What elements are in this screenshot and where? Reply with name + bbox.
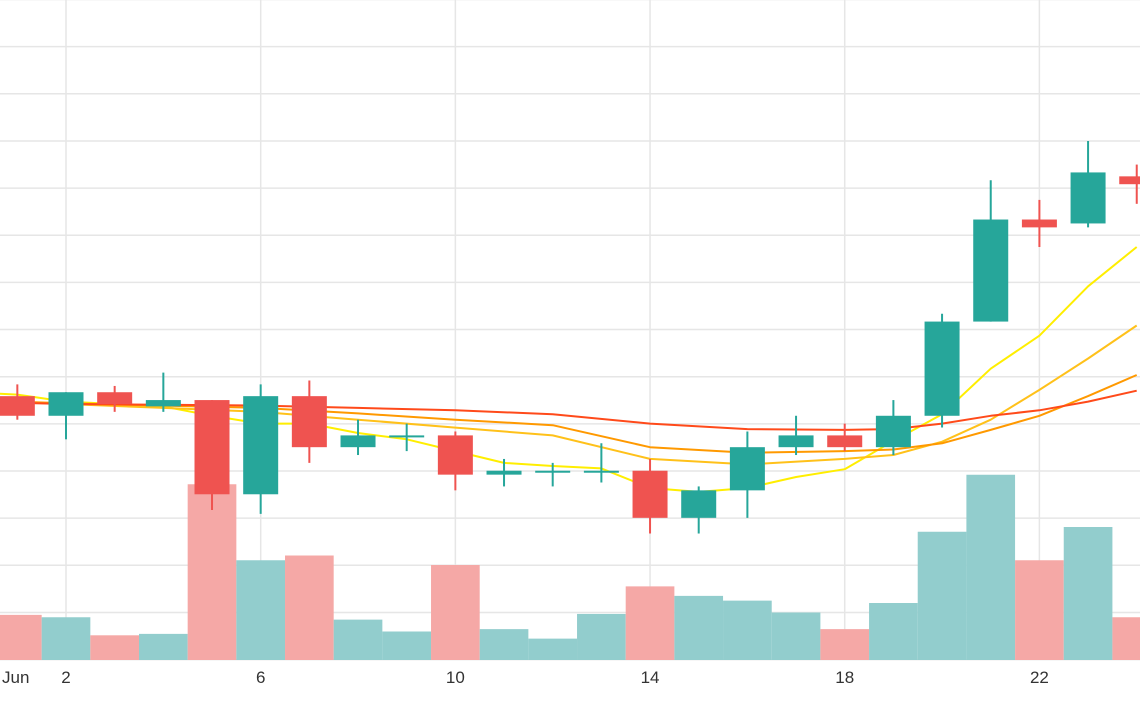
candle xyxy=(97,385,133,412)
volume-bar xyxy=(0,614,42,660)
x-tick-label: 22 xyxy=(1030,668,1049,687)
volume-bar xyxy=(382,631,432,660)
volume-bar xyxy=(90,635,140,660)
x-axis: Jun 2 6 10 14 18 22 xyxy=(2,668,1049,687)
candle xyxy=(194,400,230,510)
candle xyxy=(0,384,35,420)
volume-bar xyxy=(771,612,821,660)
candle-body xyxy=(535,470,571,473)
candle-body xyxy=(778,435,814,448)
volume-bar xyxy=(723,600,772,660)
volume-bar xyxy=(1015,560,1064,660)
volume-bar xyxy=(139,633,188,660)
volume-bar xyxy=(674,595,724,660)
candle xyxy=(973,180,1009,322)
volume-bar xyxy=(431,565,480,660)
volume-bar xyxy=(333,619,383,660)
moving-average-line-3 xyxy=(0,374,1138,454)
candle-body xyxy=(583,470,619,473)
candle xyxy=(389,423,425,452)
candle-body xyxy=(924,321,960,416)
candle-body xyxy=(486,470,522,475)
moving-average-line-1 xyxy=(0,246,1138,493)
volume-bar xyxy=(917,531,967,660)
volume-bar xyxy=(187,484,237,660)
volume-bar xyxy=(236,560,286,660)
volume-bar xyxy=(625,586,675,660)
candle xyxy=(924,313,960,428)
x-tick-label: 10 xyxy=(446,668,465,687)
candle-body xyxy=(437,435,473,475)
volume-bar xyxy=(1063,527,1113,660)
candle-body xyxy=(681,490,717,518)
candle xyxy=(145,372,181,412)
candle xyxy=(1070,141,1106,228)
x-tick-label: Jun xyxy=(2,668,29,687)
candle xyxy=(1119,164,1140,204)
volume-bars xyxy=(0,474,1140,660)
candle xyxy=(875,400,911,456)
candle-body xyxy=(632,470,668,518)
x-tick-label: 2 xyxy=(61,668,70,687)
candle xyxy=(340,419,376,456)
candle-body xyxy=(1021,219,1057,228)
candle xyxy=(486,458,522,487)
candle xyxy=(437,431,473,491)
candle xyxy=(243,384,279,514)
moving-average-line-2 xyxy=(0,324,1138,466)
x-tick-label: 18 xyxy=(835,668,854,687)
candle-body xyxy=(875,415,911,448)
candle xyxy=(48,392,84,440)
candle-body xyxy=(194,400,230,495)
candle xyxy=(583,443,619,483)
candle-body xyxy=(243,396,279,495)
candle-body xyxy=(729,447,765,491)
x-tick-label: 6 xyxy=(256,668,265,687)
candle-body xyxy=(0,396,35,416)
candle-body xyxy=(340,435,376,448)
candle-body xyxy=(48,392,84,416)
volume-bar xyxy=(820,629,870,660)
candle xyxy=(291,380,327,463)
candle xyxy=(632,458,668,534)
candle-body xyxy=(973,219,1009,322)
candle xyxy=(535,462,571,487)
candle-body xyxy=(1119,176,1140,185)
candle xyxy=(681,486,717,534)
volume-bar xyxy=(285,555,334,660)
volume-bar xyxy=(479,629,529,660)
candle xyxy=(827,423,863,452)
candle-body xyxy=(389,435,425,438)
candles xyxy=(0,141,1140,534)
candle-body xyxy=(827,435,863,448)
moving-average-lines xyxy=(0,246,1138,493)
volume-bar xyxy=(528,638,578,660)
volume-bar xyxy=(41,617,91,660)
candle-body xyxy=(97,392,133,404)
candle xyxy=(1021,199,1057,247)
volume-bar xyxy=(577,613,626,660)
candle xyxy=(729,431,765,518)
volume-bar xyxy=(966,474,1016,660)
volume-bar xyxy=(1112,617,1140,660)
candle-body xyxy=(1070,172,1106,224)
volume-bar xyxy=(869,603,918,660)
candle-body xyxy=(291,396,327,448)
candle xyxy=(778,415,814,456)
candle-body xyxy=(145,400,181,407)
x-tick-label: 14 xyxy=(641,668,660,687)
